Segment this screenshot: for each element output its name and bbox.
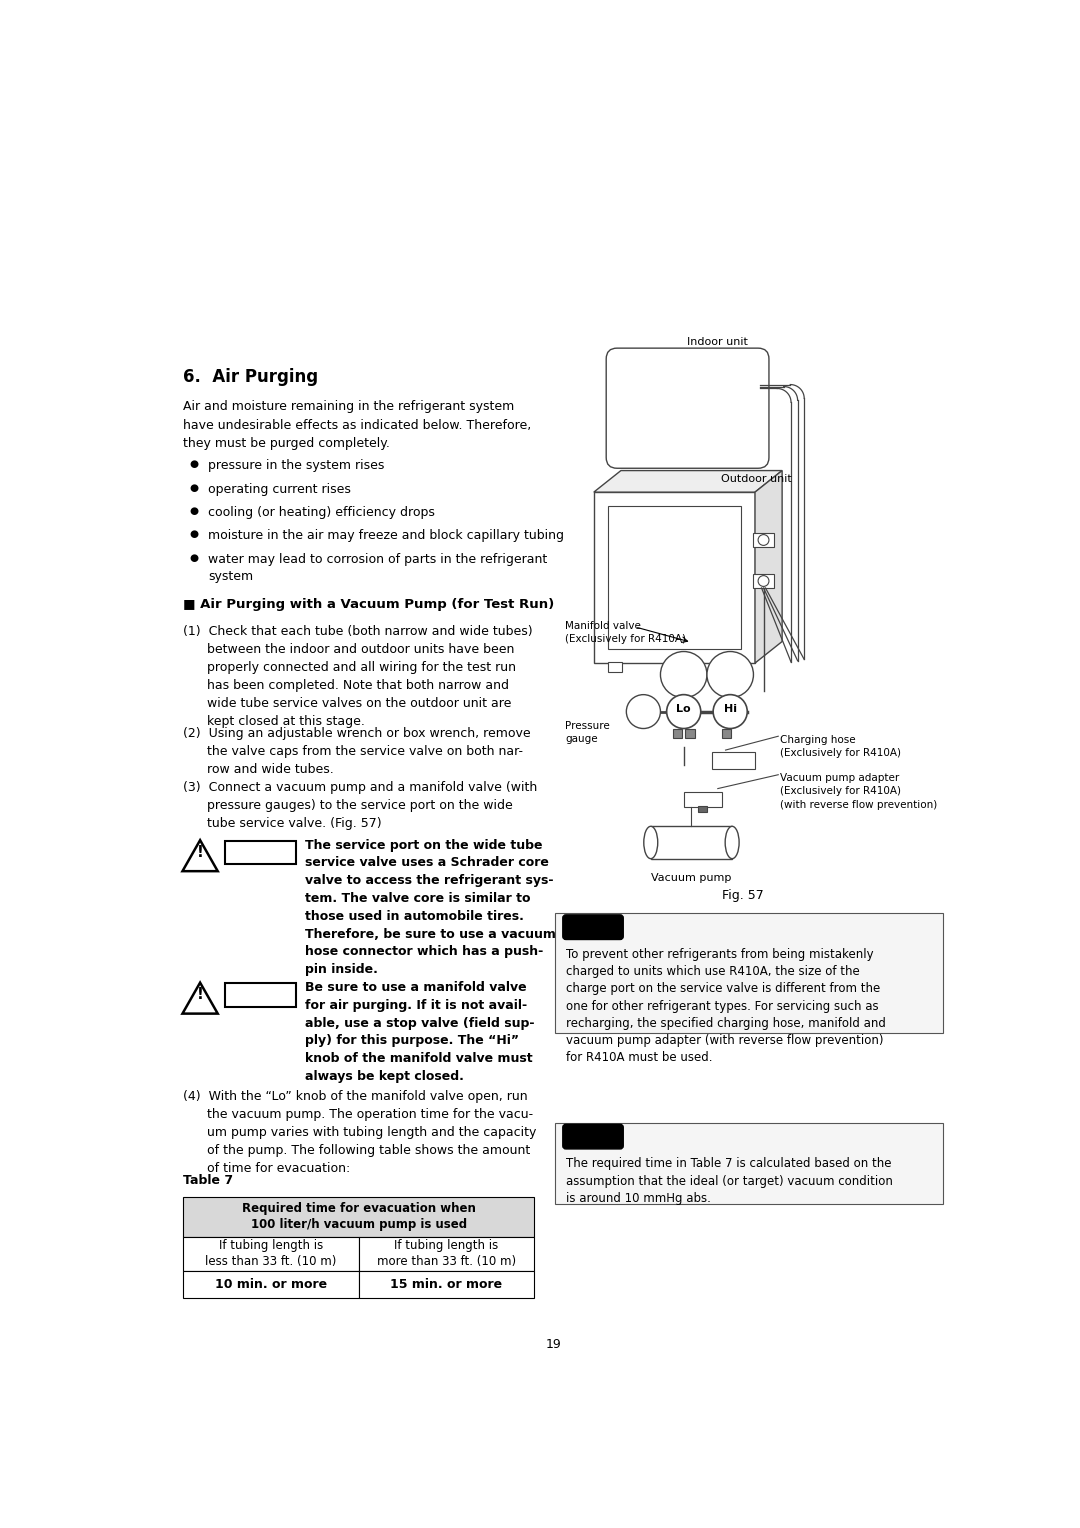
Circle shape [713,695,747,729]
Text: NOTE: NOTE [577,923,609,932]
Text: 15 min. or more: 15 min. or more [390,1277,502,1291]
Text: ●: ● [189,483,199,492]
Text: Be sure to use a manifold valve
for air purging. If it is not avail-
able, use a: Be sure to use a manifold valve for air … [305,981,535,1083]
Text: (1)  Check that each tube (both narrow and wide tubes)
      between the indoor : (1) Check that each tube (both narrow an… [183,625,532,729]
FancyBboxPatch shape [563,1125,623,1149]
Text: 6.  Air Purging: 6. Air Purging [183,368,319,387]
FancyBboxPatch shape [563,915,623,940]
Text: ●: ● [189,506,199,516]
Text: !: ! [197,987,203,1002]
FancyBboxPatch shape [555,1123,943,1204]
Text: ●: ● [189,553,199,562]
Text: 19: 19 [545,1339,562,1351]
Bar [698,805,707,811]
Bar [684,792,723,807]
Text: operating current rises: operating current rises [207,483,351,495]
Bar [608,662,622,672]
Text: The required time in Table 7 is calculated based on the
assumption that the idea: The required time in Table 7 is calculat… [566,1157,893,1204]
Bar [685,729,694,738]
Text: Vacuum pump: Vacuum pump [651,872,731,883]
Text: Air and moisture remaining in the refrigerant system
have undesirable effects as: Air and moisture remaining in the refrig… [183,400,531,451]
Text: moisture in the air may freeze and block capillary tubing: moisture in the air may freeze and block… [207,530,564,542]
Text: (2)  Using an adjustable wrench or box wrench, remove
      the valve caps from : (2) Using an adjustable wrench or box wr… [183,727,530,776]
Text: Outdoor unit: Outdoor unit [721,474,792,484]
Text: If tubing length is
less than 33 ft. (10 m): If tubing length is less than 33 ft. (10… [205,1239,337,1268]
Text: Manifold valve
(Exclusively for R410A): Manifold valve (Exclusively for R410A) [565,620,686,643]
Text: Hi: Hi [724,703,737,714]
Circle shape [758,576,769,587]
Text: Vacuum pump adapter
(Exclusively for R410A)
(with reverse flow prevention): Vacuum pump adapter (Exclusively for R41… [780,773,937,810]
Text: Fig. 57: Fig. 57 [723,889,765,902]
Ellipse shape [725,827,739,859]
Text: ●: ● [189,530,199,539]
Bar [754,533,773,547]
Bar [608,506,741,649]
Circle shape [626,695,661,729]
Text: The service port on the wide tube
service valve uses a Schrader core
valve to ac: The service port on the wide tube servic… [305,839,555,976]
FancyBboxPatch shape [183,1271,359,1299]
Circle shape [758,535,769,545]
Text: Table 7: Table 7 [183,1174,233,1187]
Bar [733,662,747,672]
Text: !: ! [197,845,203,860]
Text: NOTE: NOTE [577,1132,609,1141]
Text: (3)  Connect a vacuum pump and a manifold valve (with
      pressure gauges) to : (3) Connect a vacuum pump and a manifold… [183,781,538,830]
FancyBboxPatch shape [555,914,943,1033]
Text: ●: ● [189,458,199,469]
Bar [651,827,732,859]
FancyBboxPatch shape [359,1271,535,1299]
FancyBboxPatch shape [359,1236,535,1271]
FancyBboxPatch shape [183,1236,359,1271]
Bar [721,729,731,738]
Text: pressure in the system rises: pressure in the system rises [207,458,384,472]
Bar [673,729,683,738]
Text: Lo: Lo [676,703,691,714]
Ellipse shape [644,827,658,859]
Circle shape [661,651,707,698]
Bar [754,575,773,588]
Text: water may lead to corrosion of parts in the refrigerant
system: water may lead to corrosion of parts in … [207,553,548,584]
Text: 10 min. or more: 10 min. or more [215,1277,327,1291]
Text: If tubing length is
more than 33 ft. (10 m): If tubing length is more than 33 ft. (10… [377,1239,516,1268]
Text: ■ Air Purging with a Vacuum Pump (for Test Run): ■ Air Purging with a Vacuum Pump (for Te… [183,597,554,611]
FancyBboxPatch shape [225,840,296,865]
Polygon shape [755,471,782,663]
Text: (4)  With the “Lo” knob of the manifold valve open, run
      the vacuum pump. T: (4) With the “Lo” knob of the manifold v… [183,1091,537,1175]
Bar [594,492,755,663]
Text: Pressure
gauge: Pressure gauge [565,721,610,744]
Text: To prevent other refrigerants from being mistakenly
charged to units which use R: To prevent other refrigerants from being… [566,947,886,1063]
Circle shape [666,695,701,729]
Text: CAUTION: CAUTION [229,989,292,1002]
Circle shape [707,651,754,698]
Text: cooling (or heating) efficiency drops: cooling (or heating) efficiency drops [207,506,435,520]
Text: Indoor unit: Indoor unit [687,338,748,347]
Text: Required time for evacuation when
100 liter/h vacuum pump is used: Required time for evacuation when 100 li… [242,1203,475,1232]
FancyBboxPatch shape [183,1196,535,1236]
Text: Charging hose
(Exclusively for R410A): Charging hose (Exclusively for R410A) [780,735,901,758]
FancyBboxPatch shape [606,348,769,468]
Polygon shape [594,471,782,492]
Text: CAUTION: CAUTION [229,847,292,859]
FancyBboxPatch shape [225,984,296,1007]
Bar [713,752,755,769]
